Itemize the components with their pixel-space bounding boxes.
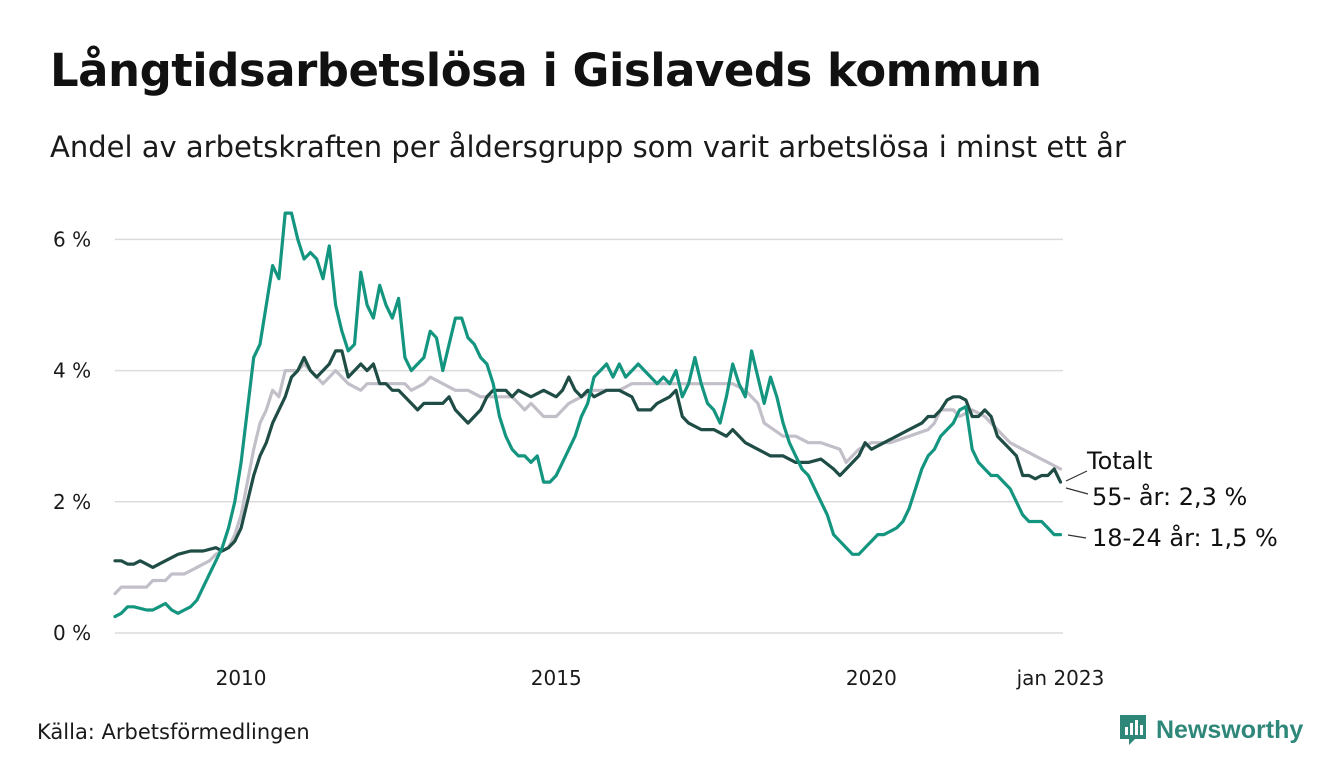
chart-subtitle: Andel av arbetskraften per åldersgrupp s… <box>50 130 1126 164</box>
x-tick-label: 2010 <box>216 666 267 690</box>
end-label-leader <box>1065 470 1088 482</box>
brand-name: Newsworthy <box>1156 715 1304 744</box>
line-chart: 0 % 2 % 4 % 6 % 2010 2015 2020 jan 2023 Totalt… <box>53 211 1278 690</box>
series-line-1 <box>113 349 1063 569</box>
newsworthy-logo-icon <box>1120 715 1146 745</box>
series-line-0 <box>113 362 1063 596</box>
y-tick-label: 2 % <box>53 490 91 514</box>
end-label-leader <box>1067 534 1087 539</box>
x-tick-label: jan 2023 <box>1016 666 1105 690</box>
series-end-label: Totalt <box>1086 447 1152 475</box>
y-tick-label: 4 % <box>53 359 91 383</box>
series-line-2 <box>113 211 1063 619</box>
end-label-leader <box>1065 487 1089 495</box>
brand-logo: Newsworthy <box>1118 712 1303 748</box>
y-tick-label: 6 % <box>53 227 91 251</box>
y-axis-tick-labels: 0 % 2 % 4 % 6 % <box>53 227 91 645</box>
series-lines <box>113 211 1063 619</box>
series-end-labels: Totalt 55- år: 2,3 % 18-24 år: 1,5 % <box>1065 447 1278 552</box>
source-note: Källa: Arbetsförmedlingen <box>37 720 310 744</box>
x-tick-label: 2020 <box>846 666 897 690</box>
series-end-label: 55- år: 2,3 % <box>1092 482 1247 511</box>
x-tick-label: 2015 <box>531 666 582 690</box>
grid-lines <box>115 238 1063 634</box>
y-tick-label: 0 % <box>53 621 91 645</box>
chart-title: Långtidsarbetslösa i Gislaveds kommun <box>50 44 1042 97</box>
series-end-label: 18-24 år: 1,5 % <box>1092 523 1278 552</box>
x-axis-tick-labels: 2010 2015 2020 jan 2023 <box>216 666 1105 690</box>
